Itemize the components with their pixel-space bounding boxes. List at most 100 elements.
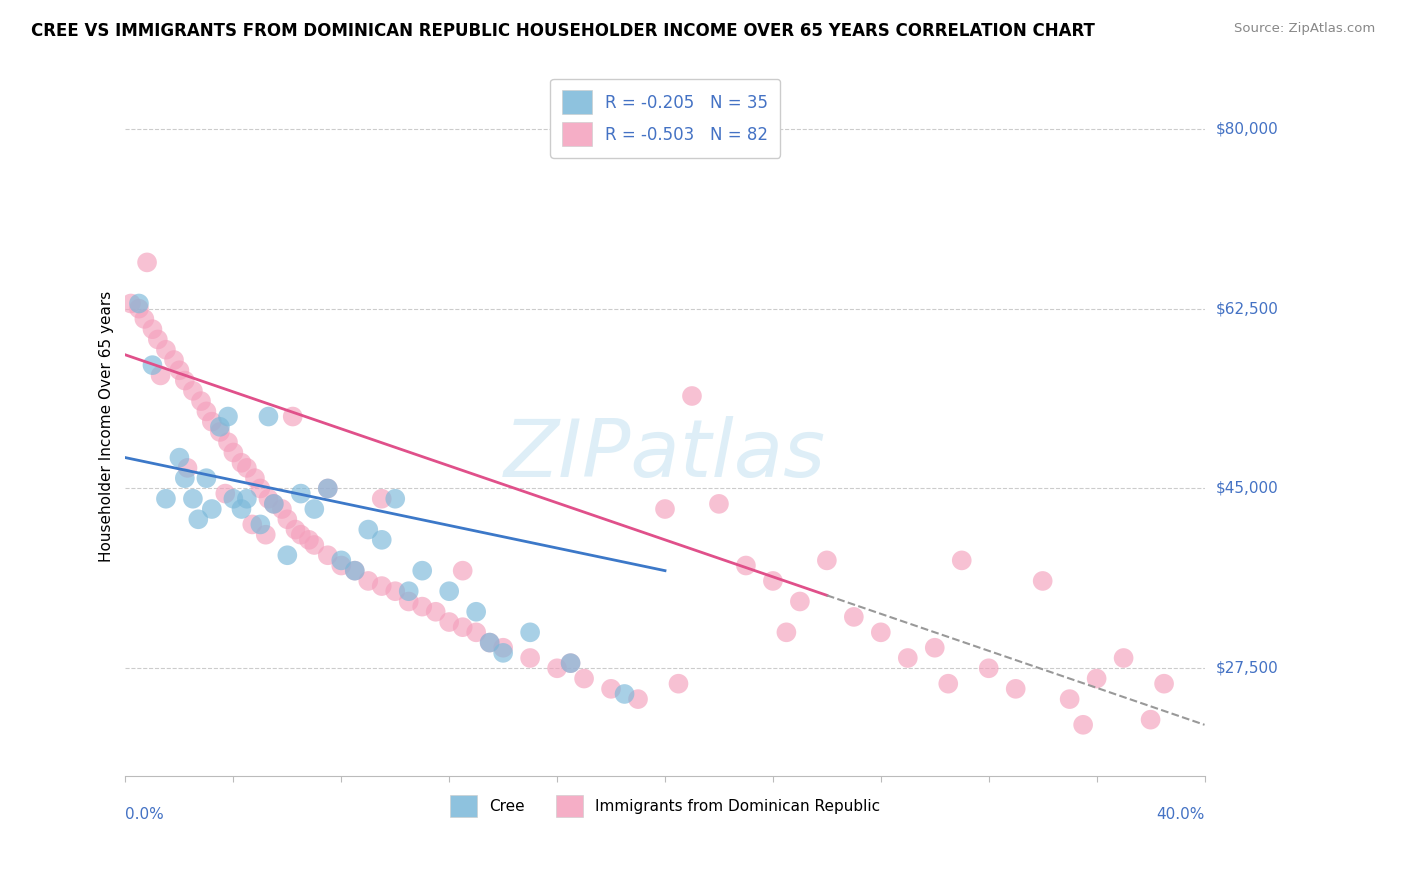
Point [411, 599, 433, 614]
Point [775, 625, 797, 640]
Text: $80,000: $80,000 [1216, 121, 1278, 136]
Point [181, 491, 204, 506]
Point [316, 482, 339, 496]
Point [478, 635, 501, 649]
Point [120, 296, 142, 310]
Point [1071, 718, 1094, 732]
Point [201, 415, 224, 429]
Point [869, 625, 891, 640]
Point [236, 491, 259, 506]
Point [128, 301, 150, 316]
Point [343, 564, 366, 578]
Point [572, 672, 595, 686]
Point [411, 564, 433, 578]
Point [173, 471, 195, 485]
Point [1085, 672, 1108, 686]
Point [222, 445, 245, 459]
Point [1032, 574, 1054, 588]
Point [208, 419, 231, 434]
Point [169, 450, 191, 465]
Point [173, 374, 195, 388]
Point [169, 363, 191, 377]
Point [249, 482, 271, 496]
Point [141, 358, 163, 372]
Point [465, 605, 488, 619]
Point [371, 533, 394, 547]
Point [201, 502, 224, 516]
Point [842, 610, 865, 624]
Point [136, 255, 159, 269]
Point [134, 312, 156, 326]
Point [437, 615, 460, 629]
Point [304, 538, 326, 552]
Point [936, 676, 959, 690]
Text: 40.0%: 40.0% [1156, 806, 1205, 822]
Point [195, 404, 218, 418]
Point [290, 527, 312, 541]
Point [208, 425, 231, 439]
Point [681, 389, 703, 403]
Point [236, 461, 259, 475]
Point [897, 651, 920, 665]
Point [437, 584, 460, 599]
Point [478, 635, 501, 649]
Point [155, 491, 177, 506]
Point [190, 394, 212, 409]
Point [1139, 713, 1161, 727]
Text: Source: ZipAtlas.com: Source: ZipAtlas.com [1234, 22, 1375, 36]
Point [163, 353, 186, 368]
Point [357, 523, 380, 537]
Point [249, 517, 271, 532]
Point [222, 491, 245, 506]
Point [128, 296, 150, 310]
Y-axis label: Householder Income Over 65 years: Householder Income Over 65 years [100, 291, 114, 563]
Point [298, 533, 321, 547]
Point [451, 564, 474, 578]
Point [195, 471, 218, 485]
Point [815, 553, 838, 567]
Point [707, 497, 730, 511]
Text: $45,000: $45,000 [1216, 481, 1278, 496]
Point [398, 584, 420, 599]
Point [600, 681, 623, 696]
Point [263, 497, 285, 511]
Point [146, 333, 169, 347]
Point [1153, 676, 1175, 690]
Point [316, 482, 339, 496]
Point [425, 605, 447, 619]
Point [735, 558, 758, 573]
Point [304, 502, 326, 516]
Point [560, 656, 582, 670]
Point [668, 676, 690, 690]
Point [263, 497, 285, 511]
Point [492, 640, 515, 655]
Point [451, 620, 474, 634]
Point [1004, 681, 1026, 696]
Point [281, 409, 304, 424]
Point [384, 491, 406, 506]
Point [789, 594, 811, 608]
Point [1059, 692, 1081, 706]
Point [654, 502, 676, 516]
Point [257, 491, 280, 506]
Text: CREE VS IMMIGRANTS FROM DOMINICAN REPUBLIC HOUSEHOLDER INCOME OVER 65 YEARS CORR: CREE VS IMMIGRANTS FROM DOMINICAN REPUBL… [31, 22, 1095, 40]
Point [217, 435, 239, 450]
Point [231, 502, 253, 516]
Point [519, 651, 541, 665]
Point [465, 625, 488, 640]
Point [330, 558, 353, 573]
Point [217, 409, 239, 424]
Point [284, 523, 307, 537]
Point [924, 640, 946, 655]
Point [214, 486, 236, 500]
Point [762, 574, 785, 588]
Point [257, 409, 280, 424]
Point [560, 656, 582, 670]
Point [187, 512, 209, 526]
Point [254, 527, 277, 541]
Point [316, 548, 339, 562]
Point [149, 368, 172, 383]
Point [977, 661, 1000, 675]
Point [231, 456, 253, 470]
Text: ZIPatlas: ZIPatlas [503, 416, 827, 494]
